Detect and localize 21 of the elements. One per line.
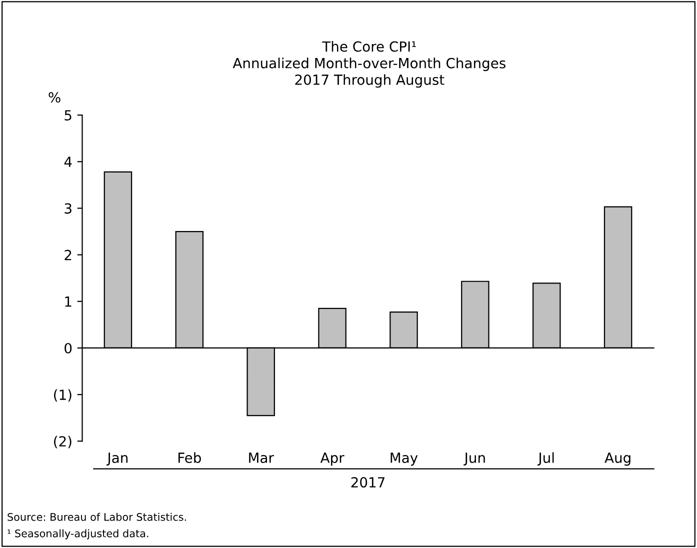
y-tick-label: 2 [64, 250, 72, 260]
x-tick-label: Jan [106, 452, 128, 466]
x-tick-label: Mar [249, 452, 274, 463]
source-note: Source: Bureau of Labor Statistics. [8, 512, 186, 521]
x-tick-label: Aug [604, 452, 630, 466]
y-axis-title: % [48, 92, 60, 103]
x-tick-label: May [390, 452, 418, 466]
y-tick-label: 0 [64, 342, 72, 354]
y-tick-label: 4 [64, 156, 72, 167]
chart-title: The Core CPI¹ Annualized Month-over-Month Changes 2017 Through August [232, 41, 506, 88]
x-tick-label: Jul [538, 452, 554, 466]
y-tick-label: 1 [65, 296, 72, 307]
x-axis-title: 2017 [351, 477, 384, 488]
y-tick-label: 5 [64, 110, 72, 121]
x-tick-label: Feb [178, 452, 201, 463]
y-tick-label: (1) [54, 389, 72, 402]
x-tick-label: Jun [464, 452, 485, 466]
text: ¹ Seasonally-adjusted data. [8, 529, 148, 540]
x-tick-label: Apr [320, 452, 344, 466]
y-tick-label: (2) [54, 436, 72, 448]
y-tick-label: 3 [64, 203, 72, 214]
